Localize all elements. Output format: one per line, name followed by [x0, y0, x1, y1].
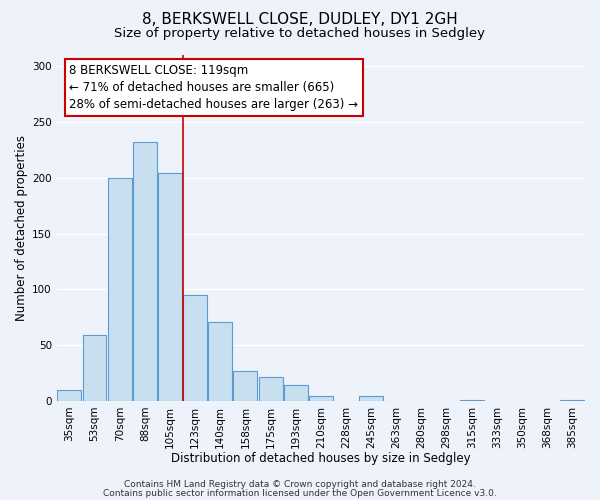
Text: Contains HM Land Registry data © Crown copyright and database right 2024.: Contains HM Land Registry data © Crown c…	[124, 480, 476, 489]
Bar	[208, 322, 232, 401]
Y-axis label: Number of detached properties: Number of detached properties	[15, 135, 28, 321]
Bar	[259, 378, 283, 401]
Bar	[58, 390, 82, 401]
Bar	[560, 400, 584, 401]
Bar	[233, 370, 257, 401]
Text: Contains public sector information licensed under the Open Government Licence v3: Contains public sector information licen…	[103, 488, 497, 498]
Text: Size of property relative to detached houses in Sedgley: Size of property relative to detached ho…	[115, 28, 485, 40]
Bar	[158, 174, 182, 401]
Text: 8 BERKSWELL CLOSE: 119sqm
← 71% of detached houses are smaller (665)
28% of semi: 8 BERKSWELL CLOSE: 119sqm ← 71% of detac…	[70, 64, 358, 111]
Bar	[108, 178, 131, 401]
Bar	[183, 295, 207, 401]
Bar	[83, 335, 106, 401]
Bar	[284, 385, 308, 401]
Bar	[460, 400, 484, 401]
Bar	[359, 396, 383, 401]
Text: 8, BERKSWELL CLOSE, DUDLEY, DY1 2GH: 8, BERKSWELL CLOSE, DUDLEY, DY1 2GH	[142, 12, 458, 28]
Bar	[309, 396, 333, 401]
Bar	[133, 142, 157, 401]
X-axis label: Distribution of detached houses by size in Sedgley: Distribution of detached houses by size …	[171, 452, 471, 465]
